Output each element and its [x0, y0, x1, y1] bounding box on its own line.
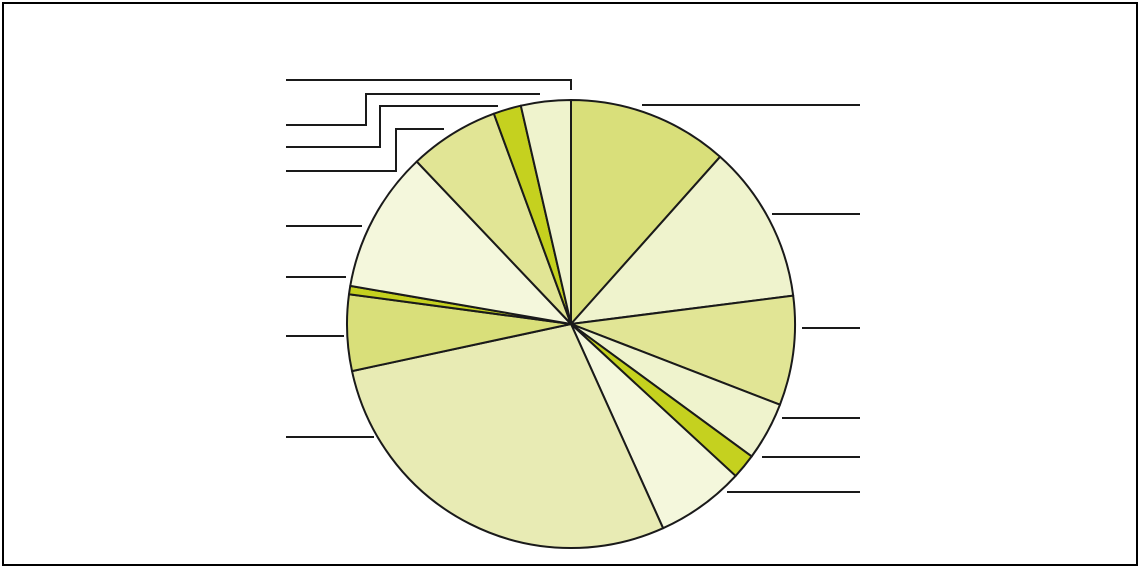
pie-slice-1 [570, 99, 722, 325]
leader-line-12 [286, 105, 498, 148]
pie-slice-2 [570, 155, 795, 325]
pie-slice-3 [570, 294, 796, 406]
leader-line-11 [286, 128, 444, 172]
leader-line-13 [286, 93, 540, 126]
pie-slice-13 [519, 99, 572, 325]
top-leader-line [286, 79, 572, 90]
pie-slice-10 [349, 160, 572, 325]
pie-slice-7 [351, 323, 665, 549]
